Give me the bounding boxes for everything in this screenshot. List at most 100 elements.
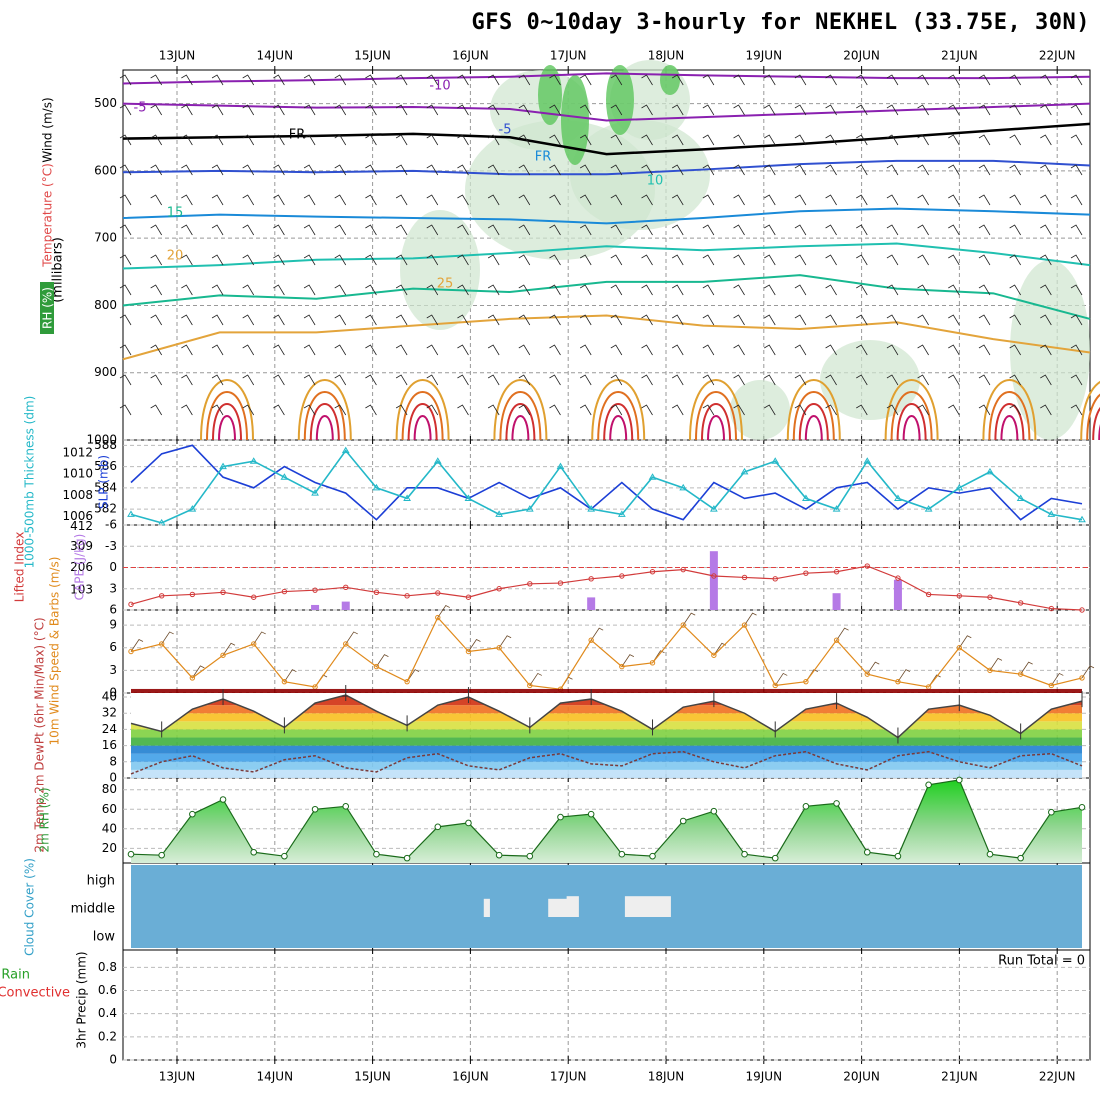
temperature-band [131, 713, 1082, 722]
cloud-block [624, 896, 671, 917]
wind-barb [1040, 314, 1052, 326]
rh-high-shading [606, 65, 634, 135]
wind-barb [549, 194, 561, 206]
thickness-marker [863, 457, 872, 464]
wind-barb [1009, 224, 1021, 236]
wind-barb [181, 314, 193, 326]
wind-speed-marker [711, 652, 717, 658]
wind-barb [273, 164, 285, 176]
wind-barb [579, 224, 592, 236]
wind-barb [1070, 254, 1083, 266]
wind-barb [457, 194, 469, 206]
wind-barb [1070, 164, 1083, 176]
surface-isotherm [493, 379, 548, 441]
wind-barb [917, 314, 929, 326]
wind-barb [549, 374, 561, 386]
wind-barb [733, 404, 745, 416]
rh-shading [1010, 260, 1090, 440]
cape-bar [893, 579, 902, 610]
surface-isotherm [511, 415, 530, 441]
surface-wind-barb [406, 669, 420, 682]
wind-barb [303, 314, 316, 326]
left-tick-label: 24 [102, 722, 117, 736]
wind-barb [395, 164, 408, 176]
wind-barb [825, 284, 837, 296]
wind-barb [702, 194, 715, 206]
wind-barb [1009, 74, 1021, 86]
wind-barb [702, 284, 715, 296]
wind-speed-marker [373, 663, 380, 670]
surface-isotherm [297, 379, 352, 441]
wind-barb [487, 404, 500, 416]
thickness-marker [341, 446, 350, 454]
date-label-top: 20JUN [843, 49, 880, 63]
wind-barb [365, 224, 377, 236]
rh-shading [400, 210, 480, 330]
wind-barb [181, 284, 193, 296]
lifted-index-marker [557, 580, 564, 586]
surface-isotherm [218, 415, 236, 441]
wind-barb [886, 194, 899, 206]
surface-wind-barb [836, 627, 849, 641]
right-tick-label: 1008 [62, 488, 93, 502]
wind-barb [794, 284, 807, 296]
wind-barb [764, 254, 776, 266]
wind-speed-marker [1079, 675, 1085, 681]
surface-isotherm [212, 403, 242, 441]
wind-barb [457, 374, 469, 386]
wind-barb [518, 134, 531, 146]
temperature-band [131, 745, 1082, 754]
wind-barb [978, 74, 991, 86]
surface-isotherm [413, 415, 432, 441]
wind-barb [702, 344, 715, 356]
wind-barb [365, 374, 377, 386]
cape-bar [587, 597, 596, 610]
date-label-bottom: 20JUN [843, 1070, 880, 1084]
wind-barb [733, 374, 745, 386]
wind-speed-marker [128, 648, 134, 655]
wind-barb [273, 374, 285, 386]
rh-high-shading [660, 65, 680, 95]
wind-barb [150, 164, 163, 176]
wind-barb [886, 134, 899, 146]
surface-isotherm [902, 415, 921, 441]
wind-barb [1009, 284, 1021, 296]
wind-barb [1009, 194, 1021, 206]
wind-barb [610, 134, 623, 146]
wind-barb [825, 134, 837, 146]
date-label-top: 21JUN [941, 49, 978, 63]
lifted-index-marker [987, 594, 993, 600]
slp-axis-label: SLP (mb) [97, 455, 111, 509]
wind-barb [211, 344, 224, 356]
lifted-index-marker [189, 591, 196, 598]
wind-barb [671, 404, 684, 416]
wind-barb [948, 194, 960, 206]
wind-speed-marker [343, 641, 349, 647]
rh-marker [281, 852, 288, 860]
wind-barb [518, 374, 531, 386]
wind-barb [978, 164, 991, 176]
surface-isotherm [597, 391, 640, 441]
wind-barb [794, 314, 807, 326]
wind-barb [487, 164, 500, 176]
wind-barb [211, 194, 224, 206]
surface-wind-barb [468, 638, 481, 652]
wind-barb [487, 374, 500, 386]
wind-barb [426, 404, 439, 416]
wind-barb [733, 164, 745, 176]
lifted-index-marker [404, 593, 410, 599]
rh-marker [618, 850, 626, 858]
thickness-marker [771, 457, 780, 464]
thickness-marker [832, 505, 841, 512]
wind-barb [764, 164, 776, 176]
left-tick-label: 32 [102, 706, 117, 720]
rh-marker [495, 851, 503, 859]
wind-barb [1040, 104, 1052, 116]
wind-barb [487, 194, 500, 206]
wind-barb [181, 344, 193, 356]
wind-barb [671, 284, 684, 296]
left-tick-label: 588 [94, 438, 117, 452]
date-label-bottom: 15JUN [354, 1070, 391, 1084]
wind-barb [794, 134, 807, 146]
wind-barb [334, 74, 347, 86]
